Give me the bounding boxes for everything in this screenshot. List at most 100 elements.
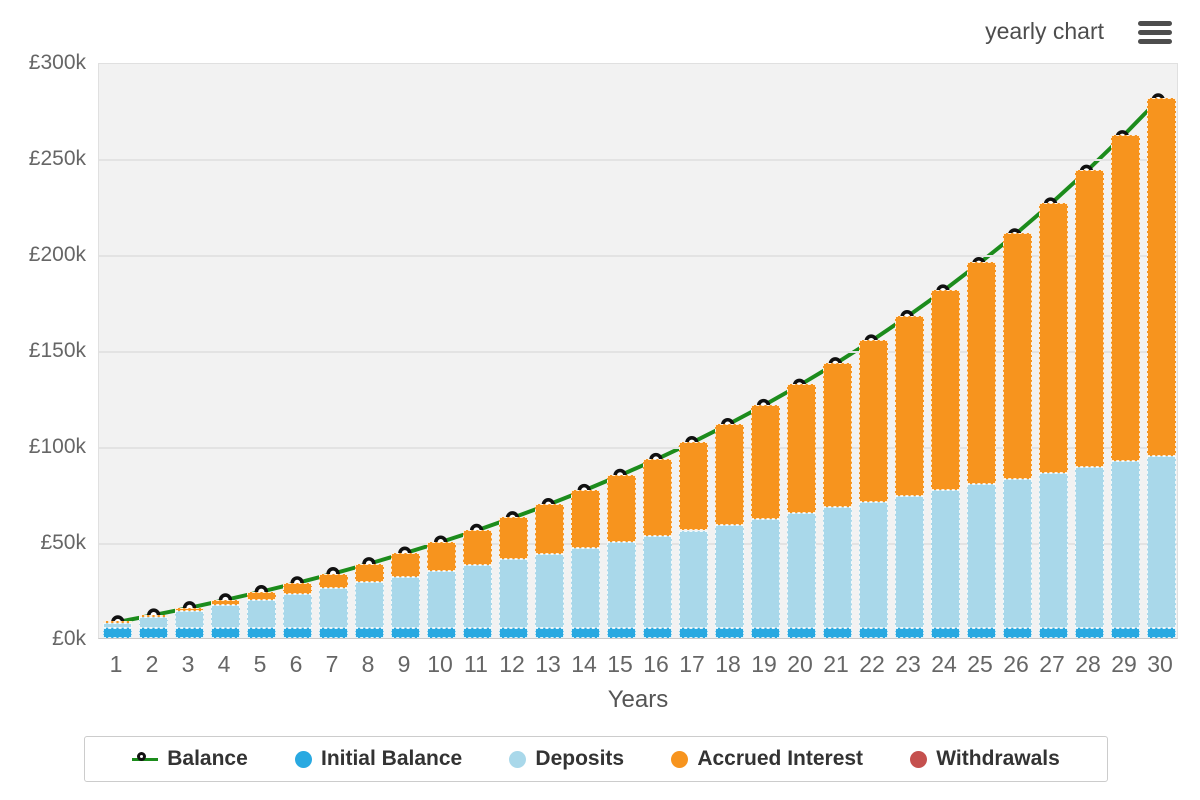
bar-segment-initial-balance[interactable] [426, 628, 456, 638]
bar-year-13[interactable] [534, 504, 564, 638]
bar-segment-accrued-interest[interactable] [390, 552, 420, 577]
bar-year-9[interactable] [390, 552, 420, 638]
bar-segment-accrued-interest[interactable] [570, 489, 600, 548]
legend-item-initial-balance[interactable]: Initial Balance [294, 747, 462, 771]
bar-segment-deposits[interactable] [174, 611, 204, 629]
bar-segment-accrued-interest[interactable] [642, 458, 672, 537]
bar-segment-initial-balance[interactable] [714, 628, 744, 638]
bar-segment-accrued-interest[interactable] [1110, 134, 1140, 462]
bar-segment-accrued-interest[interactable] [678, 441, 708, 531]
bar-segment-deposits[interactable] [570, 547, 600, 629]
bar-segment-deposits[interactable] [930, 490, 960, 629]
bar-year-12[interactable] [498, 517, 528, 638]
bar-segment-deposits[interactable] [246, 599, 276, 629]
bar-segment-deposits[interactable] [750, 518, 780, 629]
bar-year-16[interactable] [642, 458, 672, 638]
bar-segment-accrued-interest[interactable] [858, 340, 888, 502]
bar-segment-initial-balance[interactable] [1074, 628, 1104, 638]
bar-segment-initial-balance[interactable] [1146, 628, 1176, 638]
bar-segment-initial-balance[interactable] [354, 628, 384, 638]
legend-item-accrued-interest[interactable]: Accrued Interest [671, 747, 863, 771]
bar-segment-initial-balance[interactable] [138, 628, 168, 638]
bar-segment-accrued-interest[interactable] [750, 404, 780, 519]
bar-segment-deposits[interactable] [642, 536, 672, 629]
bar-segment-accrued-interest[interactable] [534, 504, 564, 554]
bar-segment-deposits[interactable] [426, 570, 456, 629]
bar-year-8[interactable] [354, 563, 384, 638]
bar-segment-initial-balance[interactable] [318, 628, 348, 638]
bar-segment-deposits[interactable] [894, 495, 924, 629]
bar-segment-accrued-interest[interactable] [210, 599, 240, 606]
bar-segment-accrued-interest[interactable] [174, 607, 204, 612]
legend-item-balance[interactable]: Balance [132, 747, 248, 771]
bar-segment-accrued-interest[interactable] [282, 582, 312, 594]
bar-segment-deposits[interactable] [714, 524, 744, 629]
bar-year-6[interactable] [282, 582, 312, 638]
bar-segment-initial-balance[interactable] [102, 628, 132, 638]
bar-year-14[interactable] [570, 489, 600, 638]
bar-segment-initial-balance[interactable] [606, 628, 636, 638]
bar-segment-accrued-interest[interactable] [426, 541, 456, 571]
bar-segment-initial-balance[interactable] [642, 628, 672, 638]
bar-year-19[interactable] [750, 404, 780, 638]
bar-segment-accrued-interest[interactable] [462, 530, 492, 566]
bar-year-25[interactable] [966, 262, 996, 638]
bar-segment-accrued-interest[interactable] [1146, 98, 1176, 456]
bar-segment-deposits[interactable] [1074, 467, 1104, 629]
bar-segment-accrued-interest[interactable] [1002, 233, 1032, 479]
bar-segment-accrued-interest[interactable] [354, 563, 384, 583]
bar-year-1[interactable] [102, 620, 132, 638]
bar-segment-deposits[interactable] [354, 582, 384, 629]
bar-segment-accrued-interest[interactable] [966, 262, 996, 485]
bar-segment-deposits[interactable] [462, 565, 492, 629]
bar-segment-initial-balance[interactable] [210, 628, 240, 638]
bar-segment-accrued-interest[interactable] [138, 614, 168, 617]
bar-segment-accrued-interest[interactable] [786, 384, 816, 514]
bar-year-15[interactable] [606, 474, 636, 638]
bar-segment-initial-balance[interactable] [1002, 628, 1032, 638]
bar-segment-initial-balance[interactable] [462, 628, 492, 638]
bar-segment-accrued-interest[interactable] [1038, 202, 1068, 473]
legend-item-withdrawals[interactable]: Withdrawals [910, 747, 1060, 771]
bar-segment-deposits[interactable] [1110, 461, 1140, 629]
bar-segment-accrued-interest[interactable] [930, 289, 960, 491]
bar-segment-initial-balance[interactable] [678, 628, 708, 638]
bar-year-29[interactable] [1110, 134, 1140, 638]
bar-segment-deposits[interactable] [210, 605, 240, 629]
bar-segment-initial-balance[interactable] [174, 628, 204, 638]
bar-segment-deposits[interactable] [822, 507, 852, 629]
bar-segment-deposits[interactable] [966, 484, 996, 629]
bar-year-23[interactable] [894, 315, 924, 638]
bar-segment-deposits[interactable] [786, 513, 816, 629]
bar-segment-accrued-interest[interactable] [318, 573, 348, 589]
bar-segment-accrued-interest[interactable] [498, 517, 528, 560]
bar-segment-initial-balance[interactable] [390, 628, 420, 638]
bar-segment-initial-balance[interactable] [894, 628, 924, 638]
legend-item-deposits[interactable]: Deposits [509, 747, 624, 771]
bar-segment-initial-balance[interactable] [570, 628, 600, 638]
bar-year-7[interactable] [318, 573, 348, 638]
bar-segment-initial-balance[interactable] [966, 628, 996, 638]
bar-segment-deposits[interactable] [318, 588, 348, 629]
bar-segment-accrued-interest[interactable] [102, 620, 132, 623]
bar-segment-deposits[interactable] [534, 553, 564, 629]
bar-year-18[interactable] [714, 423, 744, 638]
bar-segment-deposits[interactable] [138, 616, 168, 629]
bar-year-28[interactable] [1074, 169, 1104, 638]
bar-segment-deposits[interactable] [1002, 478, 1032, 629]
bar-segment-deposits[interactable] [498, 559, 528, 629]
bar-segment-deposits[interactable] [606, 542, 636, 629]
bar-year-27[interactable] [1038, 202, 1068, 638]
bar-segment-initial-balance[interactable] [750, 628, 780, 638]
bar-segment-initial-balance[interactable] [246, 628, 276, 638]
bar-segment-deposits[interactable] [102, 622, 132, 629]
bar-year-10[interactable] [426, 541, 456, 638]
bar-segment-accrued-interest[interactable] [246, 591, 276, 600]
bar-year-22[interactable] [858, 340, 888, 638]
bar-year-5[interactable] [246, 591, 276, 638]
bar-segment-accrued-interest[interactable] [1074, 169, 1104, 468]
bar-segment-initial-balance[interactable] [282, 628, 312, 638]
bar-segment-deposits[interactable] [390, 576, 420, 629]
bar-segment-initial-balance[interactable] [1110, 628, 1140, 638]
bar-year-2[interactable] [138, 614, 168, 638]
